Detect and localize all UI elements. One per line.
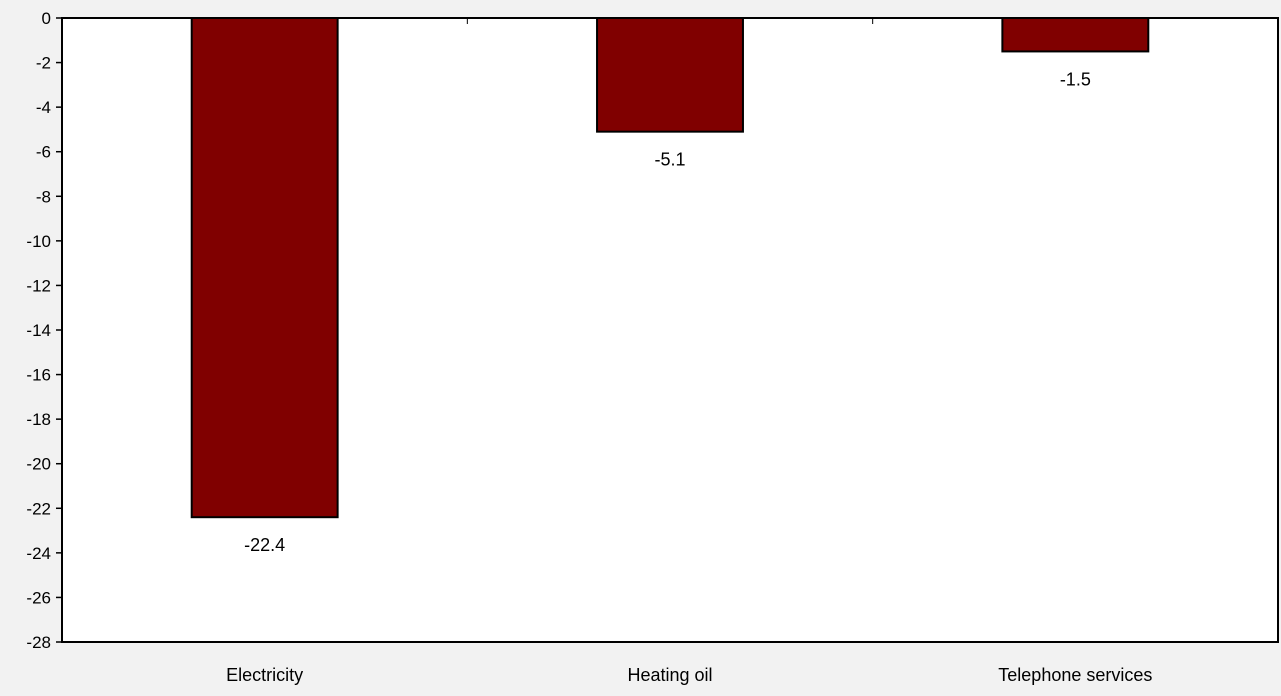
y-tick-label: 0	[42, 9, 51, 28]
data-label: -1.5	[1060, 69, 1091, 89]
bar	[190, 17, 339, 519]
y-tick-label: -16	[26, 366, 51, 385]
bars	[190, 17, 1150, 519]
y-tick-label: -6	[36, 143, 51, 162]
y-tick-label: -18	[26, 410, 51, 429]
data-labels: -22.4 -5.1 -1.5	[244, 69, 1091, 555]
y-tick-label: -10	[26, 232, 51, 251]
bar	[1001, 17, 1150, 53]
y-tick-label: -2	[36, 54, 51, 73]
plot-border	[61, 17, 1279, 643]
bar	[596, 17, 744, 133]
y-tick-label: -4	[36, 98, 51, 117]
data-label: -5.1	[654, 150, 685, 170]
y-tick-label: -14	[26, 321, 51, 340]
y-tick-label: -8	[36, 187, 51, 206]
y-tick-label: -20	[26, 455, 51, 474]
y-axis: 0 -2 -4 -6 -8 -10 -12 -14 -16 -18 -20 -22 -24 -26 -28	[26, 9, 62, 652]
x-category-label: Telephone services	[998, 665, 1152, 685]
x-category-label: Heating oil	[627, 665, 712, 685]
x-axis: Electricity Heating oil Telephone services	[226, 18, 1152, 685]
y-tick-label: -12	[26, 276, 51, 295]
y-tick-label: -28	[26, 633, 51, 652]
x-category-label: Electricity	[226, 665, 303, 685]
y-tick-label: -22	[26, 499, 51, 518]
y-tick-label: -24	[26, 544, 51, 563]
y-tick-label: -26	[26, 588, 51, 607]
data-label: -22.4	[244, 535, 285, 555]
